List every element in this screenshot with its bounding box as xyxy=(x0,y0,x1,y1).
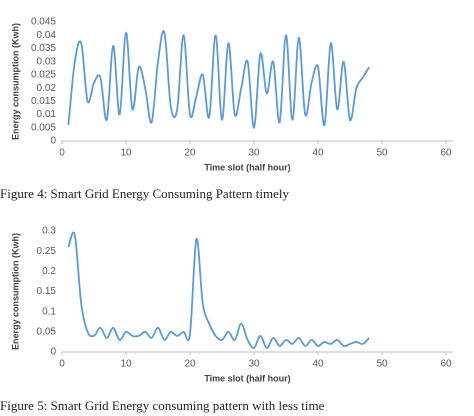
y-tick-label: 0 xyxy=(50,136,56,147)
line xyxy=(67,30,370,129)
y-axis-title: Energy consumption (Kwh) xyxy=(10,23,20,140)
y-tick-label: 0.03 xyxy=(37,56,57,67)
y-tick-label: 0.015 xyxy=(31,96,56,107)
y-tick-label: 0.2 xyxy=(42,266,56,277)
caption: Figure 4: Smart Grid Energy Consuming Pa… xyxy=(0,186,289,201)
y-tick-label: 0 xyxy=(50,347,56,358)
y-tick-label: 0.1 xyxy=(42,306,56,317)
y-tick-label: 0.15 xyxy=(37,286,57,297)
y-axis-title: Energy consumption (Kwh) xyxy=(10,233,20,350)
y-tick-label: 0.01 xyxy=(37,109,57,120)
x-tick-label: 10 xyxy=(120,148,132,159)
x-tick-label: 30 xyxy=(248,359,260,370)
y-tick-label: 0.02 xyxy=(37,83,57,94)
line xyxy=(67,231,370,349)
y-tick-label: 0.005 xyxy=(31,122,56,133)
y-tick-label: 0.04 xyxy=(37,30,57,41)
x-tick-label: 20 xyxy=(184,148,196,159)
x-tick-label: 20 xyxy=(184,359,196,370)
x-axis-title: Time slot (half hour) xyxy=(204,373,290,383)
x-tick-label: 10 xyxy=(120,359,132,370)
x-tick-label: 40 xyxy=(312,359,324,370)
x-tick-label: 50 xyxy=(376,359,388,370)
caption: Figure 5: Smart Grid Energy consuming pa… xyxy=(0,398,325,413)
y-tick-label: 0.3 xyxy=(42,226,56,237)
x-tick-label: 50 xyxy=(376,148,388,159)
y-tick-label: 0.025 xyxy=(31,70,56,81)
y-tick-label: 0.05 xyxy=(37,326,57,337)
x-tick-label: 0 xyxy=(59,148,65,159)
y-tick-label: 0.25 xyxy=(37,246,57,257)
x-axis-title: Time slot (half hour) xyxy=(204,162,290,172)
y-tick-label: 0.045 xyxy=(31,17,56,28)
x-tick-label: 60 xyxy=(440,359,452,370)
x-tick-label: 40 xyxy=(312,148,324,159)
x-tick-label: 0 xyxy=(59,359,65,370)
x-tick-label: 30 xyxy=(248,148,260,159)
x-tick-label: 60 xyxy=(440,148,452,159)
y-tick-label: 0.035 xyxy=(31,43,56,54)
